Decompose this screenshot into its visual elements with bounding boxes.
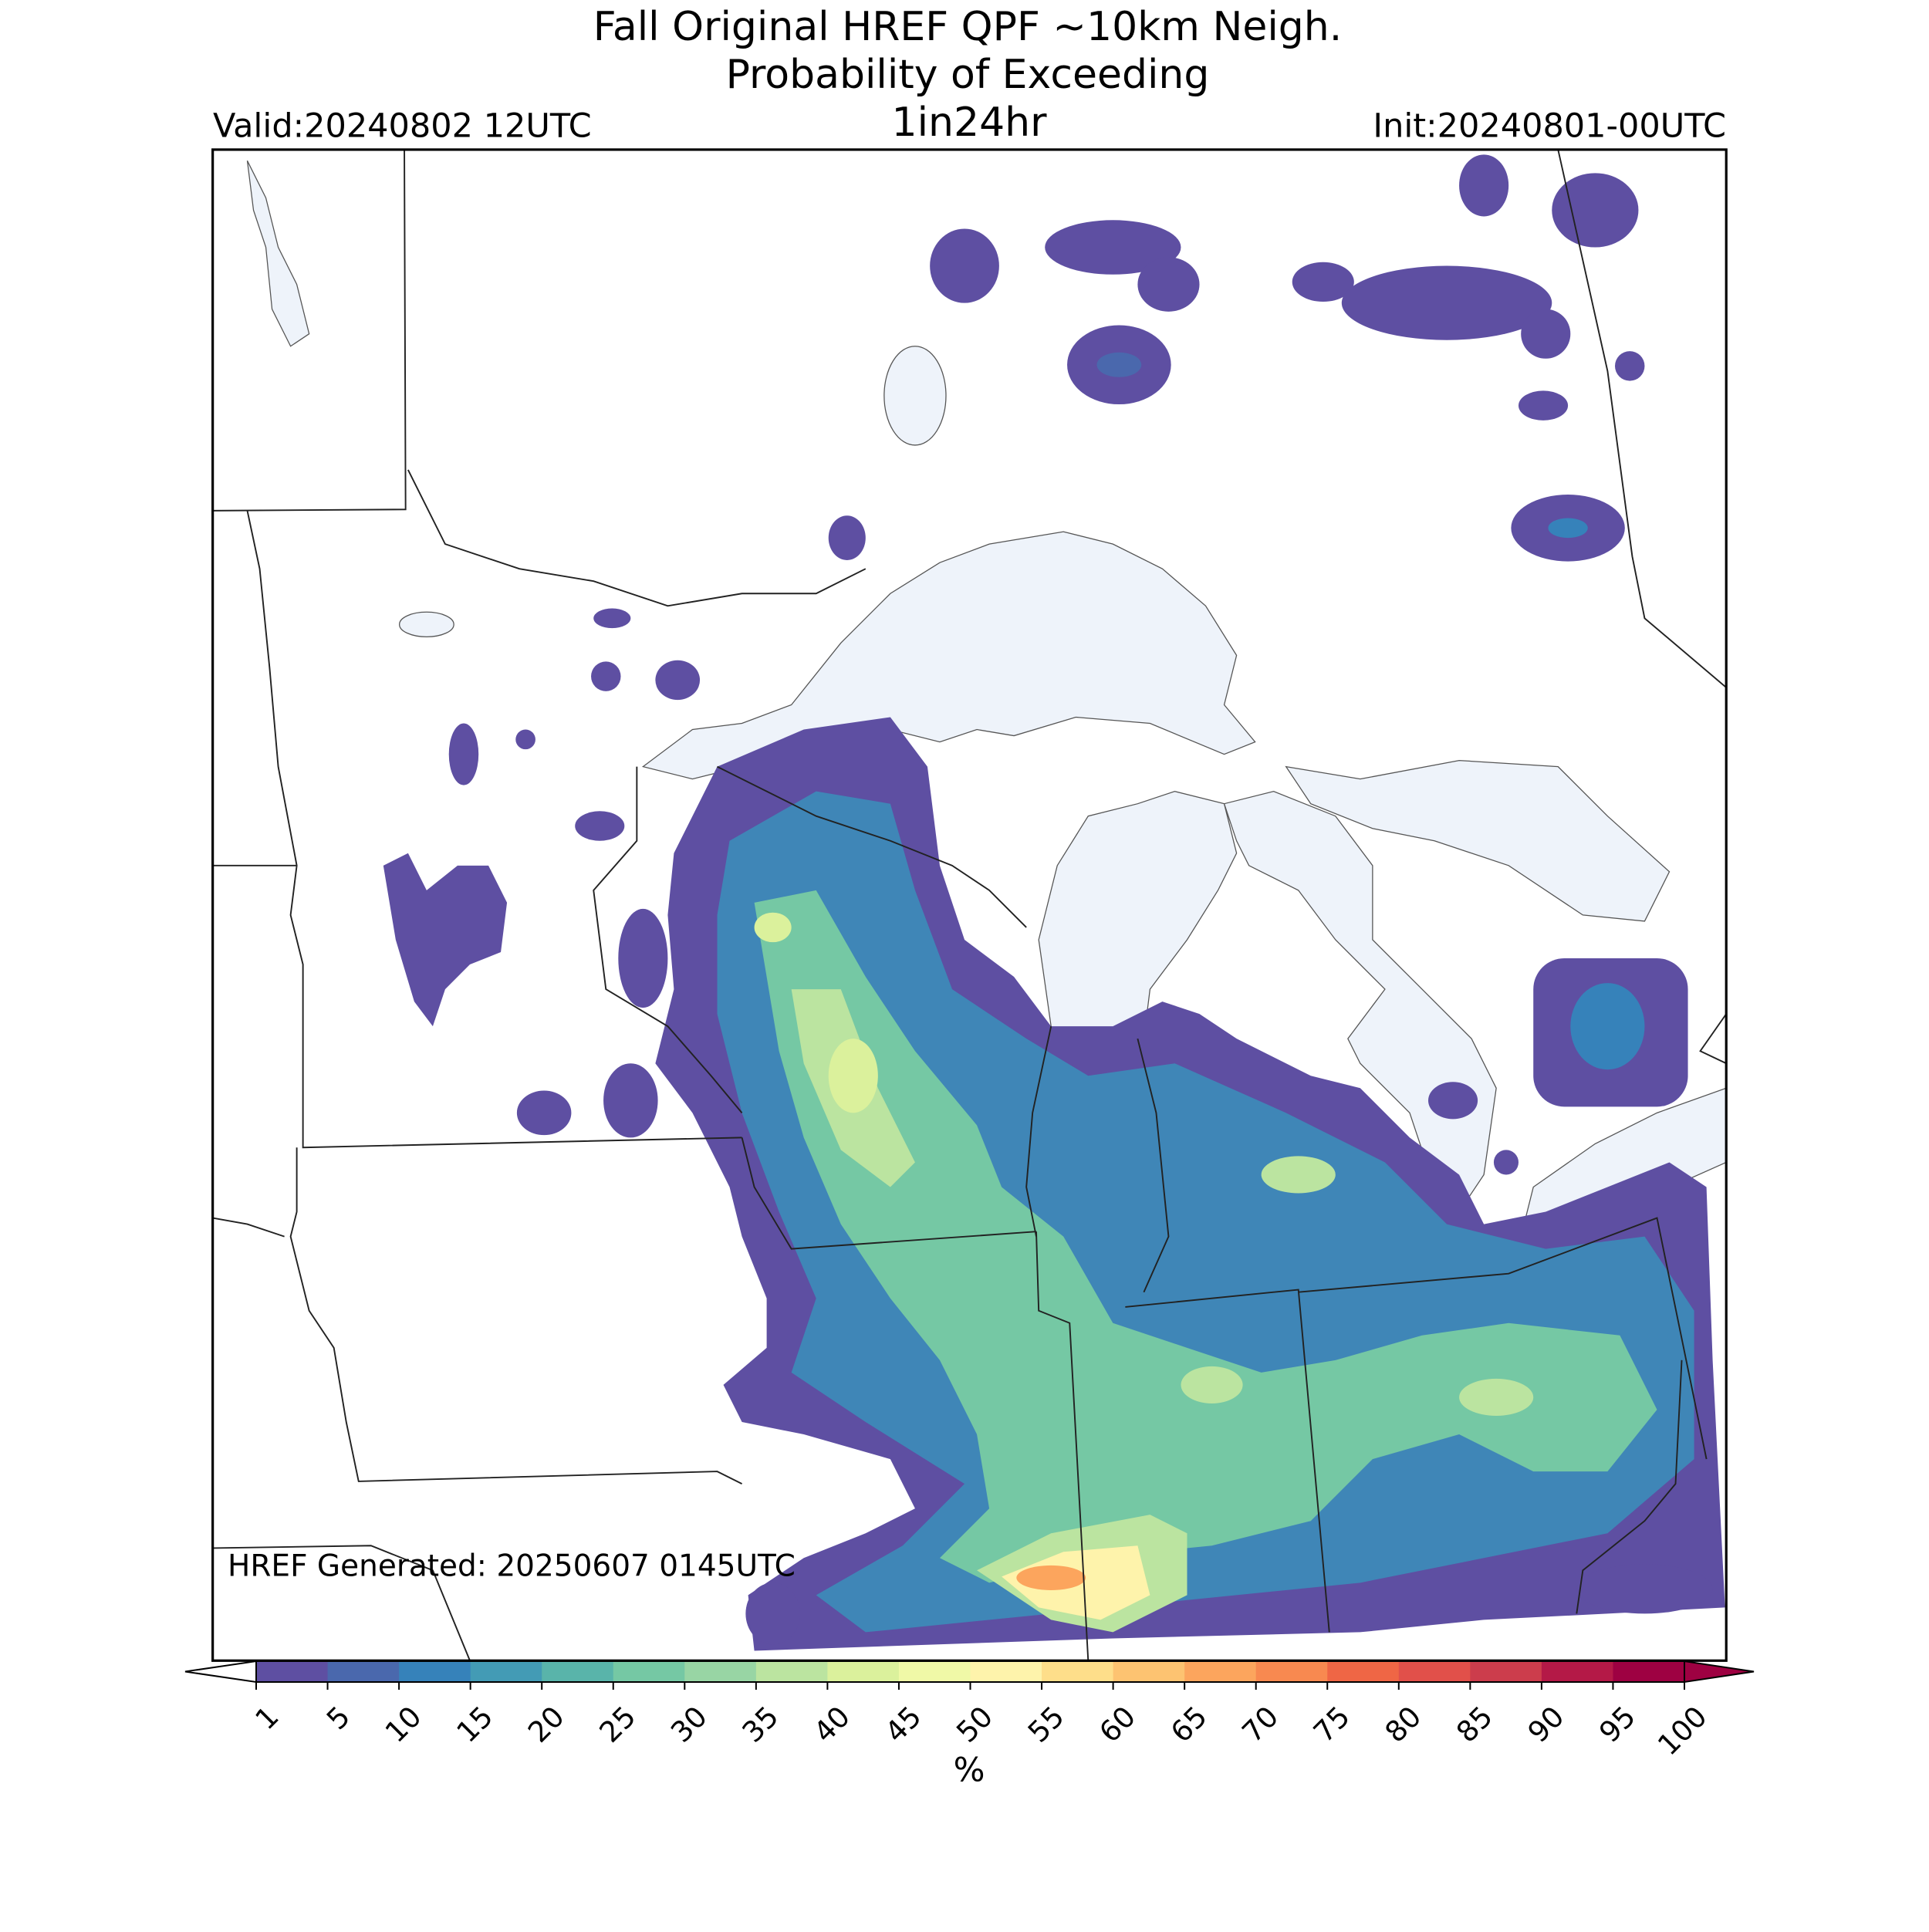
precip-field [383, 154, 1725, 1651]
colorbar-segment [755, 1661, 828, 1682]
generated-note: HREF Generated: 20250607 0145UTC [228, 1549, 796, 1584]
colorbar-segment [898, 1661, 971, 1682]
map [211, 148, 1728, 1662]
colorbar-segment [399, 1661, 471, 1682]
colorbar-tick-label: 15 [451, 1700, 500, 1749]
colorbar-segment [1470, 1661, 1542, 1682]
colorbar-tick-label: 85 [1450, 1700, 1499, 1749]
period: 1in24hr [892, 100, 1048, 146]
colorbar-tick-label: 55 [1022, 1700, 1071, 1749]
colorbar-tick-label: 10 [379, 1700, 428, 1749]
lake [883, 346, 947, 446]
colorbar-segment [327, 1661, 400, 1682]
colorbar-segment [1327, 1661, 1400, 1682]
colorbar-tick-label: 75 [1307, 1700, 1356, 1749]
colorbar-tick-label: 60 [1093, 1700, 1142, 1749]
title-line: Fall Original HREF QPF ~10km Neigh. [593, 4, 1343, 50]
colorbar-segment [827, 1661, 900, 1682]
colorbar-segment [470, 1661, 542, 1682]
colorbar-tick-label: 1 [249, 1700, 285, 1736]
colorbar-tick-label: 65 [1164, 1700, 1214, 1749]
colorbar-tick-label: 50 [950, 1700, 999, 1749]
colorbar-tick-label: 95 [1593, 1700, 1642, 1749]
colorbar-segment [1613, 1661, 1685, 1682]
colorbar: 1 5 10 15 20 25 30 35 40 45 50 55 60 65 70 75 80 85 90 95 10… [184, 1660, 1755, 1762]
colorbar-tick-label: 70 [1236, 1700, 1285, 1749]
colorbar-over [1684, 1660, 1755, 1684]
colorbar-segment [1184, 1661, 1257, 1682]
lake-winnipeg [246, 160, 310, 347]
title-line: Probability of Exceeding [726, 52, 1210, 98]
colorbar-tick-label: 25 [593, 1700, 643, 1749]
colorbar-tick-label: 100 [1651, 1700, 1713, 1761]
colorbar-tick-label: 5 [320, 1700, 356, 1736]
colorbar-tick-label: 35 [736, 1700, 785, 1749]
colorbar-segment [256, 1661, 329, 1682]
boundaries [212, 149, 1727, 1661]
colorbar-segment [970, 1661, 1042, 1682]
colorbar-label: % [954, 1751, 985, 1790]
init-time: Init:20240801-00UTC [1373, 107, 1726, 146]
colorbar-segment [1255, 1661, 1328, 1682]
colorbar-under [184, 1660, 257, 1684]
lake-superior [641, 531, 1256, 780]
colorbar-segment [542, 1661, 614, 1682]
colorbar-segment [1541, 1661, 1613, 1682]
colorbar-segment [1398, 1661, 1471, 1682]
colorbar-tick-label: 30 [664, 1700, 714, 1749]
georgian-bay [1285, 759, 1671, 922]
colorbar-segment [1042, 1661, 1114, 1682]
colorbar-tick-label: 90 [1522, 1700, 1571, 1749]
valid-time: Valid:20240802 12UTC [213, 107, 592, 146]
colorbar-segment [613, 1661, 685, 1682]
colorbar-tick-label: 45 [879, 1700, 928, 1749]
colorbar-tick-label: 80 [1379, 1700, 1428, 1749]
colorbar-segment [684, 1661, 757, 1682]
colorbar-tick-label: 20 [522, 1700, 571, 1749]
colorbar-segment [1113, 1661, 1185, 1682]
lake [398, 611, 454, 637]
colorbar-tick-label: 40 [807, 1700, 856, 1749]
